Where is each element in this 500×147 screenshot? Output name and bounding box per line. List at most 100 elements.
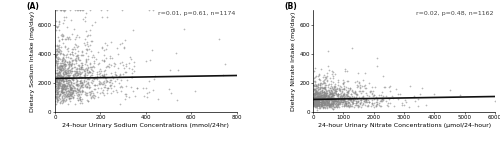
Point xyxy=(310,101,318,103)
Point xyxy=(348,98,356,100)
Point xyxy=(56,71,64,74)
Point xyxy=(76,80,84,82)
Point xyxy=(318,102,326,104)
Point xyxy=(320,103,328,105)
Point xyxy=(146,58,154,61)
Point xyxy=(86,76,94,78)
Point xyxy=(314,101,322,103)
Point xyxy=(61,88,69,90)
Point xyxy=(84,34,92,36)
Point xyxy=(72,54,80,56)
Point xyxy=(58,79,66,81)
Point xyxy=(312,101,320,104)
Point xyxy=(328,91,336,94)
Point xyxy=(310,76,318,78)
Point xyxy=(78,54,86,57)
Point xyxy=(319,100,327,103)
Point xyxy=(56,87,64,89)
Point xyxy=(312,90,320,92)
Point xyxy=(318,97,326,99)
Point xyxy=(310,99,318,101)
Point xyxy=(72,96,80,99)
Point xyxy=(55,66,63,69)
Point xyxy=(64,95,72,97)
Point xyxy=(64,81,72,84)
Point xyxy=(64,74,72,76)
Point xyxy=(61,84,69,86)
Point xyxy=(52,29,60,31)
Point xyxy=(58,52,66,55)
Point xyxy=(330,86,338,88)
Point xyxy=(56,83,64,85)
Point xyxy=(58,65,66,67)
Point xyxy=(54,81,62,84)
Point xyxy=(60,86,68,89)
Point xyxy=(121,71,129,74)
Point xyxy=(56,102,64,104)
Point xyxy=(97,9,105,11)
Point xyxy=(337,98,345,101)
Point xyxy=(311,67,319,70)
Point xyxy=(128,90,136,92)
Point xyxy=(56,49,64,51)
Point xyxy=(72,71,80,73)
Point xyxy=(340,92,348,95)
Point xyxy=(64,74,72,76)
Point xyxy=(126,56,134,58)
Point xyxy=(330,97,338,99)
Point xyxy=(364,82,372,85)
Point xyxy=(337,96,345,99)
Point xyxy=(58,85,66,88)
Point xyxy=(55,74,63,76)
Point xyxy=(312,97,320,100)
Point xyxy=(329,102,337,105)
Point xyxy=(394,98,402,100)
Text: (B): (B) xyxy=(284,2,297,11)
Point xyxy=(53,95,61,97)
Point xyxy=(312,91,320,93)
Point xyxy=(310,104,318,106)
Point xyxy=(312,91,320,94)
Point xyxy=(316,83,324,86)
Point xyxy=(310,93,318,96)
Point xyxy=(68,67,76,69)
Point xyxy=(326,96,334,98)
Point xyxy=(88,56,96,58)
Point xyxy=(122,71,130,73)
Point xyxy=(320,104,328,107)
Point xyxy=(386,85,394,87)
Point xyxy=(310,80,318,82)
Point xyxy=(328,95,336,97)
Point xyxy=(68,54,76,56)
Point xyxy=(318,91,326,94)
Point xyxy=(78,89,86,91)
Point xyxy=(79,89,87,92)
Point xyxy=(340,95,348,98)
Point xyxy=(322,105,330,108)
Point xyxy=(340,96,347,99)
Point xyxy=(53,96,61,98)
Point xyxy=(80,73,88,75)
Point xyxy=(75,72,83,75)
Point xyxy=(312,100,320,103)
Point xyxy=(80,70,88,72)
Point xyxy=(74,74,82,76)
Point xyxy=(312,103,320,105)
Point xyxy=(312,99,320,102)
Point xyxy=(59,84,67,86)
Point xyxy=(334,103,342,105)
Point xyxy=(64,80,72,82)
Point xyxy=(318,101,326,103)
Point xyxy=(52,81,60,83)
Point xyxy=(378,97,386,99)
Point xyxy=(332,102,340,104)
Point xyxy=(64,79,72,81)
Point xyxy=(312,91,320,94)
Point xyxy=(360,100,368,102)
Point xyxy=(318,96,326,98)
Point xyxy=(98,87,106,90)
Point xyxy=(312,101,320,103)
Point xyxy=(71,74,79,76)
Point xyxy=(318,89,326,91)
Point xyxy=(331,87,339,90)
